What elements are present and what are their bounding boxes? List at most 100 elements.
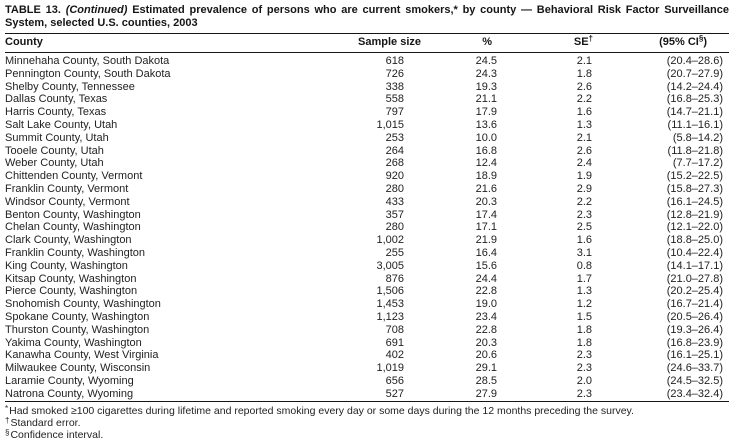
ci-cell: (24.5–32.5)	[666, 374, 723, 387]
se-cell: 2.9	[576, 182, 592, 195]
percent-cell: 20.3	[475, 336, 497, 349]
se-cell: 2.0	[576, 374, 592, 387]
percent-cell: 28.5	[475, 374, 497, 387]
table-row: Harris County, Texas 797 17.9 1.6 (14.7–21.1…	[5, 106, 729, 119]
ci-cell: (20.7–27.9)	[666, 67, 723, 80]
footnote-confidence-interval: §Confidence interval.	[5, 428, 729, 441]
ci-cell: (7.7–17.2)	[672, 157, 723, 170]
table-row: Franklin County, Washington 255 16.4 3.1 (10…	[5, 247, 729, 260]
se-cell: 2.3	[576, 387, 592, 400]
sample-size-cell: 338	[385, 80, 404, 93]
table-row: Salt Lake County, Utah 1,015 13.6 1.3 (11.1–…	[5, 119, 729, 132]
table-row: Benton County, Washington 357 17.4 2.3 (12.8…	[5, 209, 729, 222]
column-header-county: County	[5, 33, 345, 53]
sample-size-cell: 797	[385, 106, 404, 119]
se-cell: 2.4	[576, 157, 592, 170]
se-cell: 2.3	[576, 349, 592, 362]
se-cell: 1.8	[576, 323, 592, 336]
ci-cell: (20.4–28.6)	[666, 55, 723, 67]
se-cell: 2.3	[576, 208, 592, 221]
sample-size-cell: 708	[385, 323, 404, 336]
county-cell: Chittenden County, Vermont	[5, 170, 143, 183]
county-cell: Windsor County, Vermont	[5, 195, 130, 208]
table-header: County Sample size % SE† (95% CI§)	[5, 33, 729, 53]
county-cell: Benton County, Washington	[5, 208, 141, 221]
se-cell: 2.5	[576, 221, 592, 234]
table-row: Franklin County, Vermont 280 21.6 2.9 (15.8–…	[5, 183, 729, 196]
sample-size-cell: 253	[385, 131, 404, 144]
ci-cell: (11.1–16.1)	[667, 118, 723, 131]
county-cell: Pennington County, South Dakota	[5, 67, 171, 80]
table-row: Thurston County, Washington 708 22.8 1.8 (19…	[5, 324, 729, 337]
se-cell: 3.1	[576, 246, 592, 259]
footnote-smoker-definition: *Had smoked ≥100 cigarettes during lifet…	[5, 404, 729, 417]
percent-cell: 20.3	[475, 195, 497, 208]
se-cell: 2.6	[576, 144, 592, 157]
table-row: Yakima County, Washington 691 20.3 1.8 (16.8…	[5, 337, 729, 350]
percent-cell: 19.3	[475, 80, 497, 93]
ci-cell: (18.8–25.0)	[666, 234, 723, 247]
se-cell: 2.2	[576, 195, 592, 208]
percent-cell: 23.4	[475, 310, 497, 323]
county-cell: Natrona County, Wyoming	[5, 387, 134, 400]
county-cell: Milwaukee County, Wisconsin	[5, 362, 151, 375]
footnote-standard-error: †Standard error.	[5, 415, 729, 429]
se-cell: 1.6	[576, 106, 592, 119]
percent-cell: 29.1	[475, 362, 497, 375]
table-row: Spokane County, Washington 1,123 23.4 1.5 (2…	[5, 311, 729, 324]
table-row: Clark County, Washington 1,002 21.9 1.6 (18.…	[5, 234, 729, 247]
ci-cell: (19.3–26.4)	[666, 323, 723, 336]
table-row: Laramie County, Wyoming 656 28.5 2.0 (24.5–3…	[5, 375, 729, 388]
se-cell: 2.2	[576, 93, 592, 106]
sample-size-cell: 268	[385, 157, 404, 170]
se-cell: 1.3	[576, 118, 592, 131]
sample-size-cell: 402	[385, 349, 404, 362]
percent-cell: 17.1	[475, 221, 497, 234]
sample-size-cell: 920	[385, 170, 404, 183]
sample-size-cell: 1,506	[376, 285, 404, 298]
table-row: Shelby County, Tennessee 338 19.3 2.6 (14.2–…	[5, 81, 729, 94]
table-row: Chelan County, Washington 280 17.1 2.5 (12.1…	[5, 221, 729, 234]
table-title-text: Estimated prevalence of persons who are …	[5, 4, 730, 29]
footnotes: *Had smoked ≥100 cigarettes during lifet…	[5, 404, 729, 441]
sample-size-cell: 433	[385, 195, 404, 208]
sample-size-cell: 726	[385, 67, 404, 80]
se-label: SE	[573, 36, 589, 48]
percent-cell: 13.6	[475, 118, 497, 131]
sample-size-cell: 280	[385, 221, 404, 234]
sample-size-cell: 280	[385, 182, 404, 195]
ci-cell: (11.8–21.8)	[667, 144, 723, 157]
percent-cell: 21.6	[475, 182, 497, 195]
county-cell: Weber County, Utah	[5, 157, 104, 170]
percent-cell: 17.4	[475, 208, 497, 221]
sample-size-cell: 527	[385, 387, 404, 400]
table-body: Minnehaha County, South Dakota 618 24.5 2.1…	[5, 53, 729, 402]
se-cell: 1.2	[576, 298, 592, 311]
county-cell: Minnehaha County, South Dakota	[5, 55, 170, 67]
column-header-se: SE†	[499, 33, 595, 53]
ci-cell: (20.5–26.4)	[666, 310, 723, 323]
se-cell: 1.9	[576, 170, 592, 183]
ci-cell: (16.8–25.3)	[666, 93, 723, 106]
footnote-text: Had smoked ≥100 cigarettes during lifeti…	[9, 404, 634, 417]
county-cell: Snohomish County, Washington	[5, 298, 161, 311]
ci-cell: (21.0–27.8)	[666, 272, 723, 285]
percent-cell: 22.8	[475, 285, 497, 298]
se-cell: 2.1	[576, 55, 592, 67]
ci-cell: (14.7–21.1)	[666, 106, 723, 119]
ci-cell: (23.4–32.4)	[666, 387, 723, 400]
ci-cell: (16.1–24.5)	[666, 195, 723, 208]
sample-size-cell: 255	[385, 246, 404, 259]
table-row: Weber County, Utah 268 12.4 2.4 (7.7–17.2)	[5, 157, 729, 170]
sample-size-cell: 1,453	[376, 298, 404, 311]
table-row: Snohomish County, Washington 1,453 19.0 1.2…	[5, 298, 729, 311]
dagger-marker: †	[5, 415, 10, 425]
county-cell: Harris County, Texas	[5, 106, 107, 119]
se-cell: 1.8	[576, 67, 592, 80]
county-cell: King County, Washington	[5, 259, 128, 272]
table-row: Tooele County, Utah 264 16.8 2.6 (11.8–21.8)	[5, 145, 729, 158]
percent-cell: 19.0	[475, 298, 497, 311]
ci-cell: (10.4–22.4)	[666, 246, 723, 259]
ci-cell: (20.2–25.4)	[666, 285, 723, 298]
table-title: TABLE 13. (Continued) Estimated prevalen…	[5, 4, 729, 30]
